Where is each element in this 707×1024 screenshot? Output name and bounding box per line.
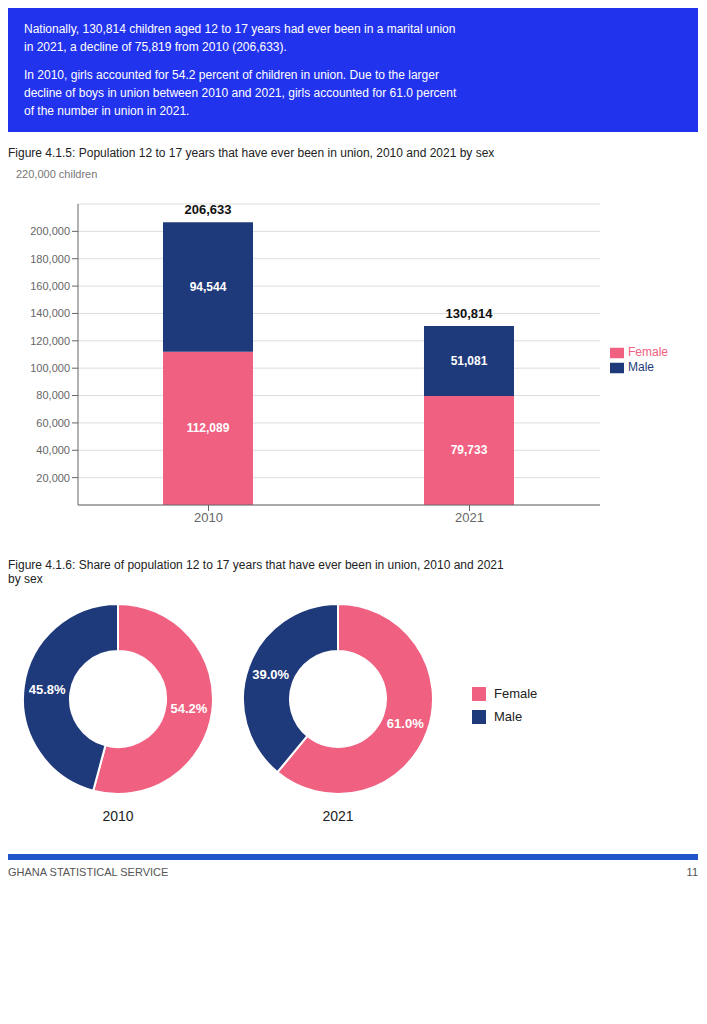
html-text:2021: 2021 (322, 808, 354, 824)
svg-text:200,000: 200,000 (30, 225, 70, 237)
svg-text:130,814: 130,814 (445, 306, 493, 321)
html-text:Figure 4.1.5: Population 12 to: Figure 4.1.5: Population 12 to 17 years … (8, 146, 495, 160)
svg-text:40,000: 40,000 (36, 444, 70, 456)
svg-text:160,000: 160,000 (30, 280, 70, 292)
html-text:In 2010, girls accounted for 5: In 2010, girls accounted for 54.2 percen… (24, 68, 457, 118)
html-text:Female: Female (494, 686, 538, 701)
html-text:Female: Female (628, 345, 668, 360)
svg-text:60,000: 60,000 (36, 417, 70, 429)
svg-text:80,000: 80,000 (36, 389, 70, 401)
svg-text:61.0%: 61.0% (387, 716, 424, 731)
svg-text:206,633: 206,633 (185, 202, 232, 217)
html-text:Nationally, 130,814 children a: Nationally, 130,814 children aged 12 to … (24, 22, 456, 54)
svg-text:112,089: 112,089 (187, 421, 230, 435)
html-text:11: 11 (686, 866, 698, 878)
svg-text:180,000: 180,000 (30, 253, 70, 265)
svg-text:2010: 2010 (194, 510, 223, 525)
svg-text:94,544: 94,544 (190, 280, 227, 294)
html-text:2010: 2010 (102, 808, 134, 824)
svg-text:54.2%: 54.2% (170, 701, 207, 716)
svg-text:2021: 2021 (455, 510, 484, 525)
svg-text:120,000: 120,000 (30, 335, 70, 347)
svg-text:39.0%: 39.0% (252, 667, 289, 682)
html-text:Figure 4.1.6: Share of populat: Figure 4.1.6: Share of population 12 to … (8, 558, 504, 572)
svg-text:79,733: 79,733 (451, 443, 488, 457)
svg-text:20,000: 20,000 (36, 472, 70, 484)
svg-text:100,000: 100,000 (30, 362, 70, 374)
svg-text:140,000: 140,000 (30, 307, 70, 319)
html-text:Male: Male (494, 709, 523, 724)
html-text:220,000 children: 220,000 children (16, 168, 98, 180)
html-text:by sex: by sex (8, 572, 43, 586)
svg-text:51,081: 51,081 (451, 354, 488, 368)
html-text:Male: Male (628, 360, 654, 374)
html-text:GHANA STATISTICAL SERVICE: GHANA STATISTICAL SERVICE (8, 866, 169, 878)
svg-text:45.8%: 45.8% (29, 682, 66, 697)
